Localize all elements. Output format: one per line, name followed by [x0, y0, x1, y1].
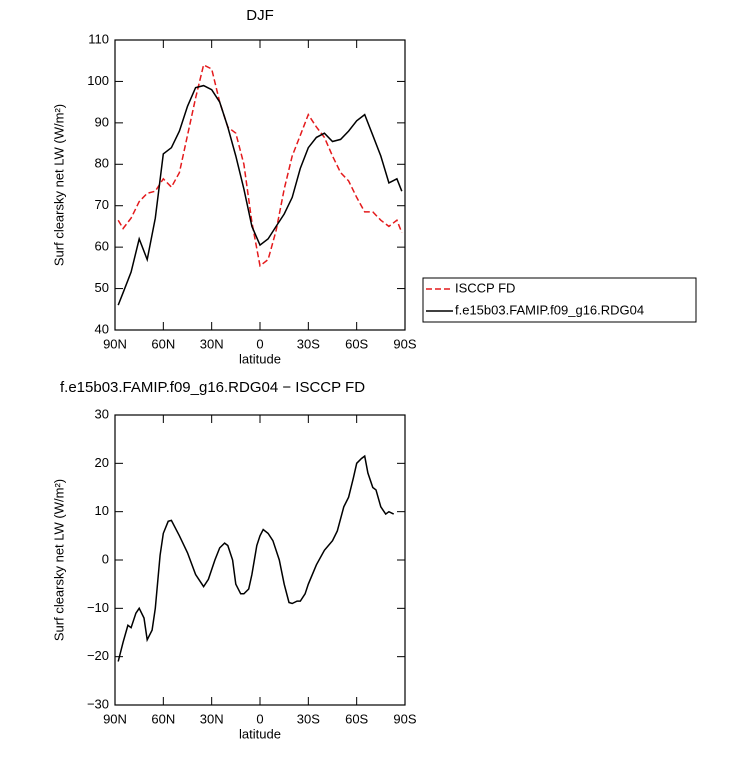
chart-title: f.e15b03.FAMIP.f09_g16.RDG04 − ISCCP FD: [60, 379, 365, 396]
chart-title: DJF: [246, 7, 274, 24]
x-tick-label: 0: [256, 711, 263, 726]
y-tick-label: 10: [95, 503, 109, 518]
data-line: [117, 84, 403, 306]
x-tick-label: 0: [256, 336, 263, 351]
x-tick-label: 30S: [297, 336, 320, 351]
y-tick-label: 50: [95, 280, 109, 295]
y-tick-label: 60: [95, 239, 109, 254]
y-tick-label: 70: [95, 197, 109, 212]
x-tick-label: 60S: [345, 711, 368, 726]
x-tick-label: 30S: [297, 711, 320, 726]
y-tick-label: −10: [87, 600, 109, 615]
x-axis-label: latitude: [239, 351, 281, 366]
y-tick-label: 90: [95, 114, 109, 129]
x-tick-label: 30N: [200, 711, 224, 726]
x-tick-label: 90S: [393, 336, 416, 351]
y-tick-label: 0: [102, 551, 109, 566]
y-tick-label: −20: [87, 648, 109, 663]
x-tick-label: 30N: [200, 336, 224, 351]
y-tick-label: 30: [95, 406, 109, 421]
data-line: [117, 63, 403, 268]
legend-label: ISCCP FD: [455, 280, 515, 295]
x-axis-label: latitude: [239, 726, 281, 741]
x-tick-label: 90S: [393, 711, 416, 726]
legend-label: f.e15b03.FAMIP.f09_g16.RDG04: [455, 302, 644, 317]
y-tick-label: −30: [87, 696, 109, 711]
y-tick-label: 100: [87, 73, 109, 88]
data-line: [117, 454, 395, 662]
y-tick-label: 20: [95, 455, 109, 470]
legend-box: [422, 277, 697, 323]
x-tick-label: 90N: [103, 336, 127, 351]
y-axis-label: Surf clearsky net LW (W/m²): [51, 104, 66, 266]
y-axis-label: Surf clearsky net LW (W/m²): [51, 479, 66, 641]
x-tick-label: 90N: [103, 711, 127, 726]
y-tick-label: 40: [95, 321, 109, 336]
x-tick-label: 60N: [151, 336, 175, 351]
y-tick-label: 80: [95, 156, 109, 171]
x-tick-label: 60N: [151, 711, 175, 726]
y-tick-label: 110: [88, 31, 109, 46]
x-tick-label: 60S: [345, 336, 368, 351]
